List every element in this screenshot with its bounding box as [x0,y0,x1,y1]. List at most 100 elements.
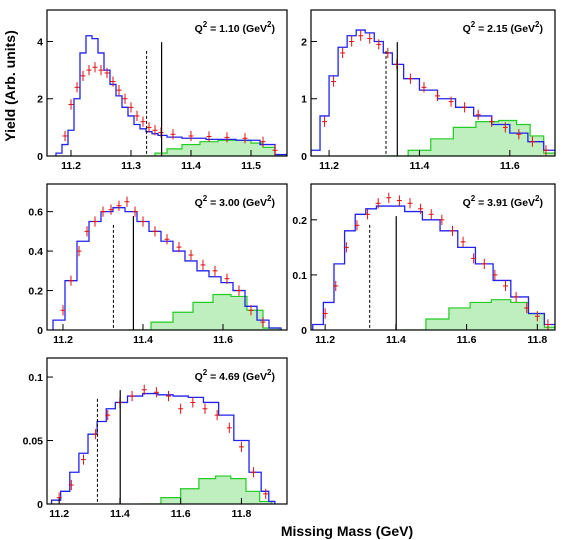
data-point [122,93,128,104]
data-point [80,454,86,465]
background-fill [127,294,279,330]
x-tick-label: 11.5 [241,160,261,172]
data-point [471,253,477,264]
background-histogram [139,475,273,504]
data-point [448,96,454,107]
y-tick-label: 0 [37,151,43,163]
data-point [164,234,170,245]
x-tick-label: 11.2 [61,160,81,172]
y-tick-label: 4 [37,36,43,48]
data-point [68,275,74,286]
data-point [396,195,402,206]
x-axis-title: Missing Mass (GeV) [281,523,413,539]
data-point [386,192,392,203]
panel-frame [46,183,288,331]
panel-frame [310,183,556,331]
data-point [349,36,355,47]
data-point [224,273,230,284]
data-point [128,102,134,113]
chart-panel-1: 11.2 11.3 11.4 11.5 0 2 4 Q2 = 1.10 (GeV2) [37,9,288,172]
data-point [206,131,212,142]
data-point [74,82,80,93]
data-point [152,226,158,237]
data-point [513,291,519,303]
data-point [60,305,66,316]
background-fill [401,299,555,330]
data-point [124,196,130,207]
data-point [178,403,184,414]
x-tick-label: 11.6 [171,508,191,520]
plot-area [311,29,555,156]
data-point [116,85,122,96]
data-point [475,109,481,120]
data-point [100,206,106,217]
panel-frame [310,9,556,157]
panel-title: Q2 = 1.10 (GeV2) [195,20,275,35]
data-point [132,206,138,217]
data-point [529,136,535,147]
data-point [84,226,90,237]
data-point [343,242,349,253]
data-point [129,390,135,402]
data-point [226,422,232,433]
y-tick-label: 0 [301,325,307,337]
data-point [214,410,220,421]
data-point [502,280,508,292]
data-point [238,441,244,452]
data-point [248,305,254,316]
data-point [92,62,98,73]
y-tick-label: 1 [301,94,307,106]
plot-area [55,35,287,156]
panel-title: Q2 = 3.91 (GeV2) [463,194,543,209]
data-point [146,122,152,133]
data-point [190,397,196,408]
data-point [116,200,122,211]
simulation-histogram [55,35,287,156]
data-point [76,245,82,257]
y-tick-label: 0.1 [292,270,307,282]
data-point [176,242,182,253]
data-point [481,258,487,269]
data-point [263,488,269,499]
chart-panel-4: 11.2 11.4 11.6 11.8 0 0.1 0.2 Q2 = 3.91 (GeV2) [292,183,556,346]
data-point [141,384,147,395]
y-tick-label: 0.2 [292,215,307,227]
data-point [428,209,434,220]
x-tick-label: 11.2 [49,508,69,520]
chart-panel-2: 11.2 11.4 11.6 0 1 2 Q2 = 2.15 (GeV2) [301,9,556,172]
chart-panel-3: 11.2 11.4 11.6 0 0.2 0.4 0.6 Q2 = 3.00 (GeV2) [28,183,288,346]
data-point [105,410,111,421]
data-point [92,216,98,227]
data-point [375,198,381,209]
data-point [543,145,549,156]
y-tick-label: 0.1 [28,372,43,384]
x-tick-label: 11.4 [110,508,130,520]
data-point [367,33,373,44]
background-fill [385,120,555,156]
data-point [86,65,92,76]
data-point [365,209,371,220]
data-point [534,311,540,322]
data-point [322,308,328,319]
data-point [68,479,74,491]
data-point [224,132,230,143]
data-point [170,129,176,140]
y-tick-label: 0.2 [28,286,43,298]
plot-area [52,196,282,330]
y-tick-label: 0 [301,151,307,163]
y-tick-label: 0 [37,325,43,337]
panel-frame [46,357,288,505]
data-point [460,236,466,247]
data-point [322,116,328,127]
data-point [202,403,208,414]
background-fill [139,476,272,504]
data-point [98,65,104,76]
data-point [188,249,194,261]
data-point [200,259,206,271]
panel-title: Q2 = 4.69 (GeV2) [195,368,275,383]
data-point [354,220,360,231]
plot-area [50,384,276,504]
x-tick-label: 11.4 [181,160,201,172]
data-point [421,82,427,93]
